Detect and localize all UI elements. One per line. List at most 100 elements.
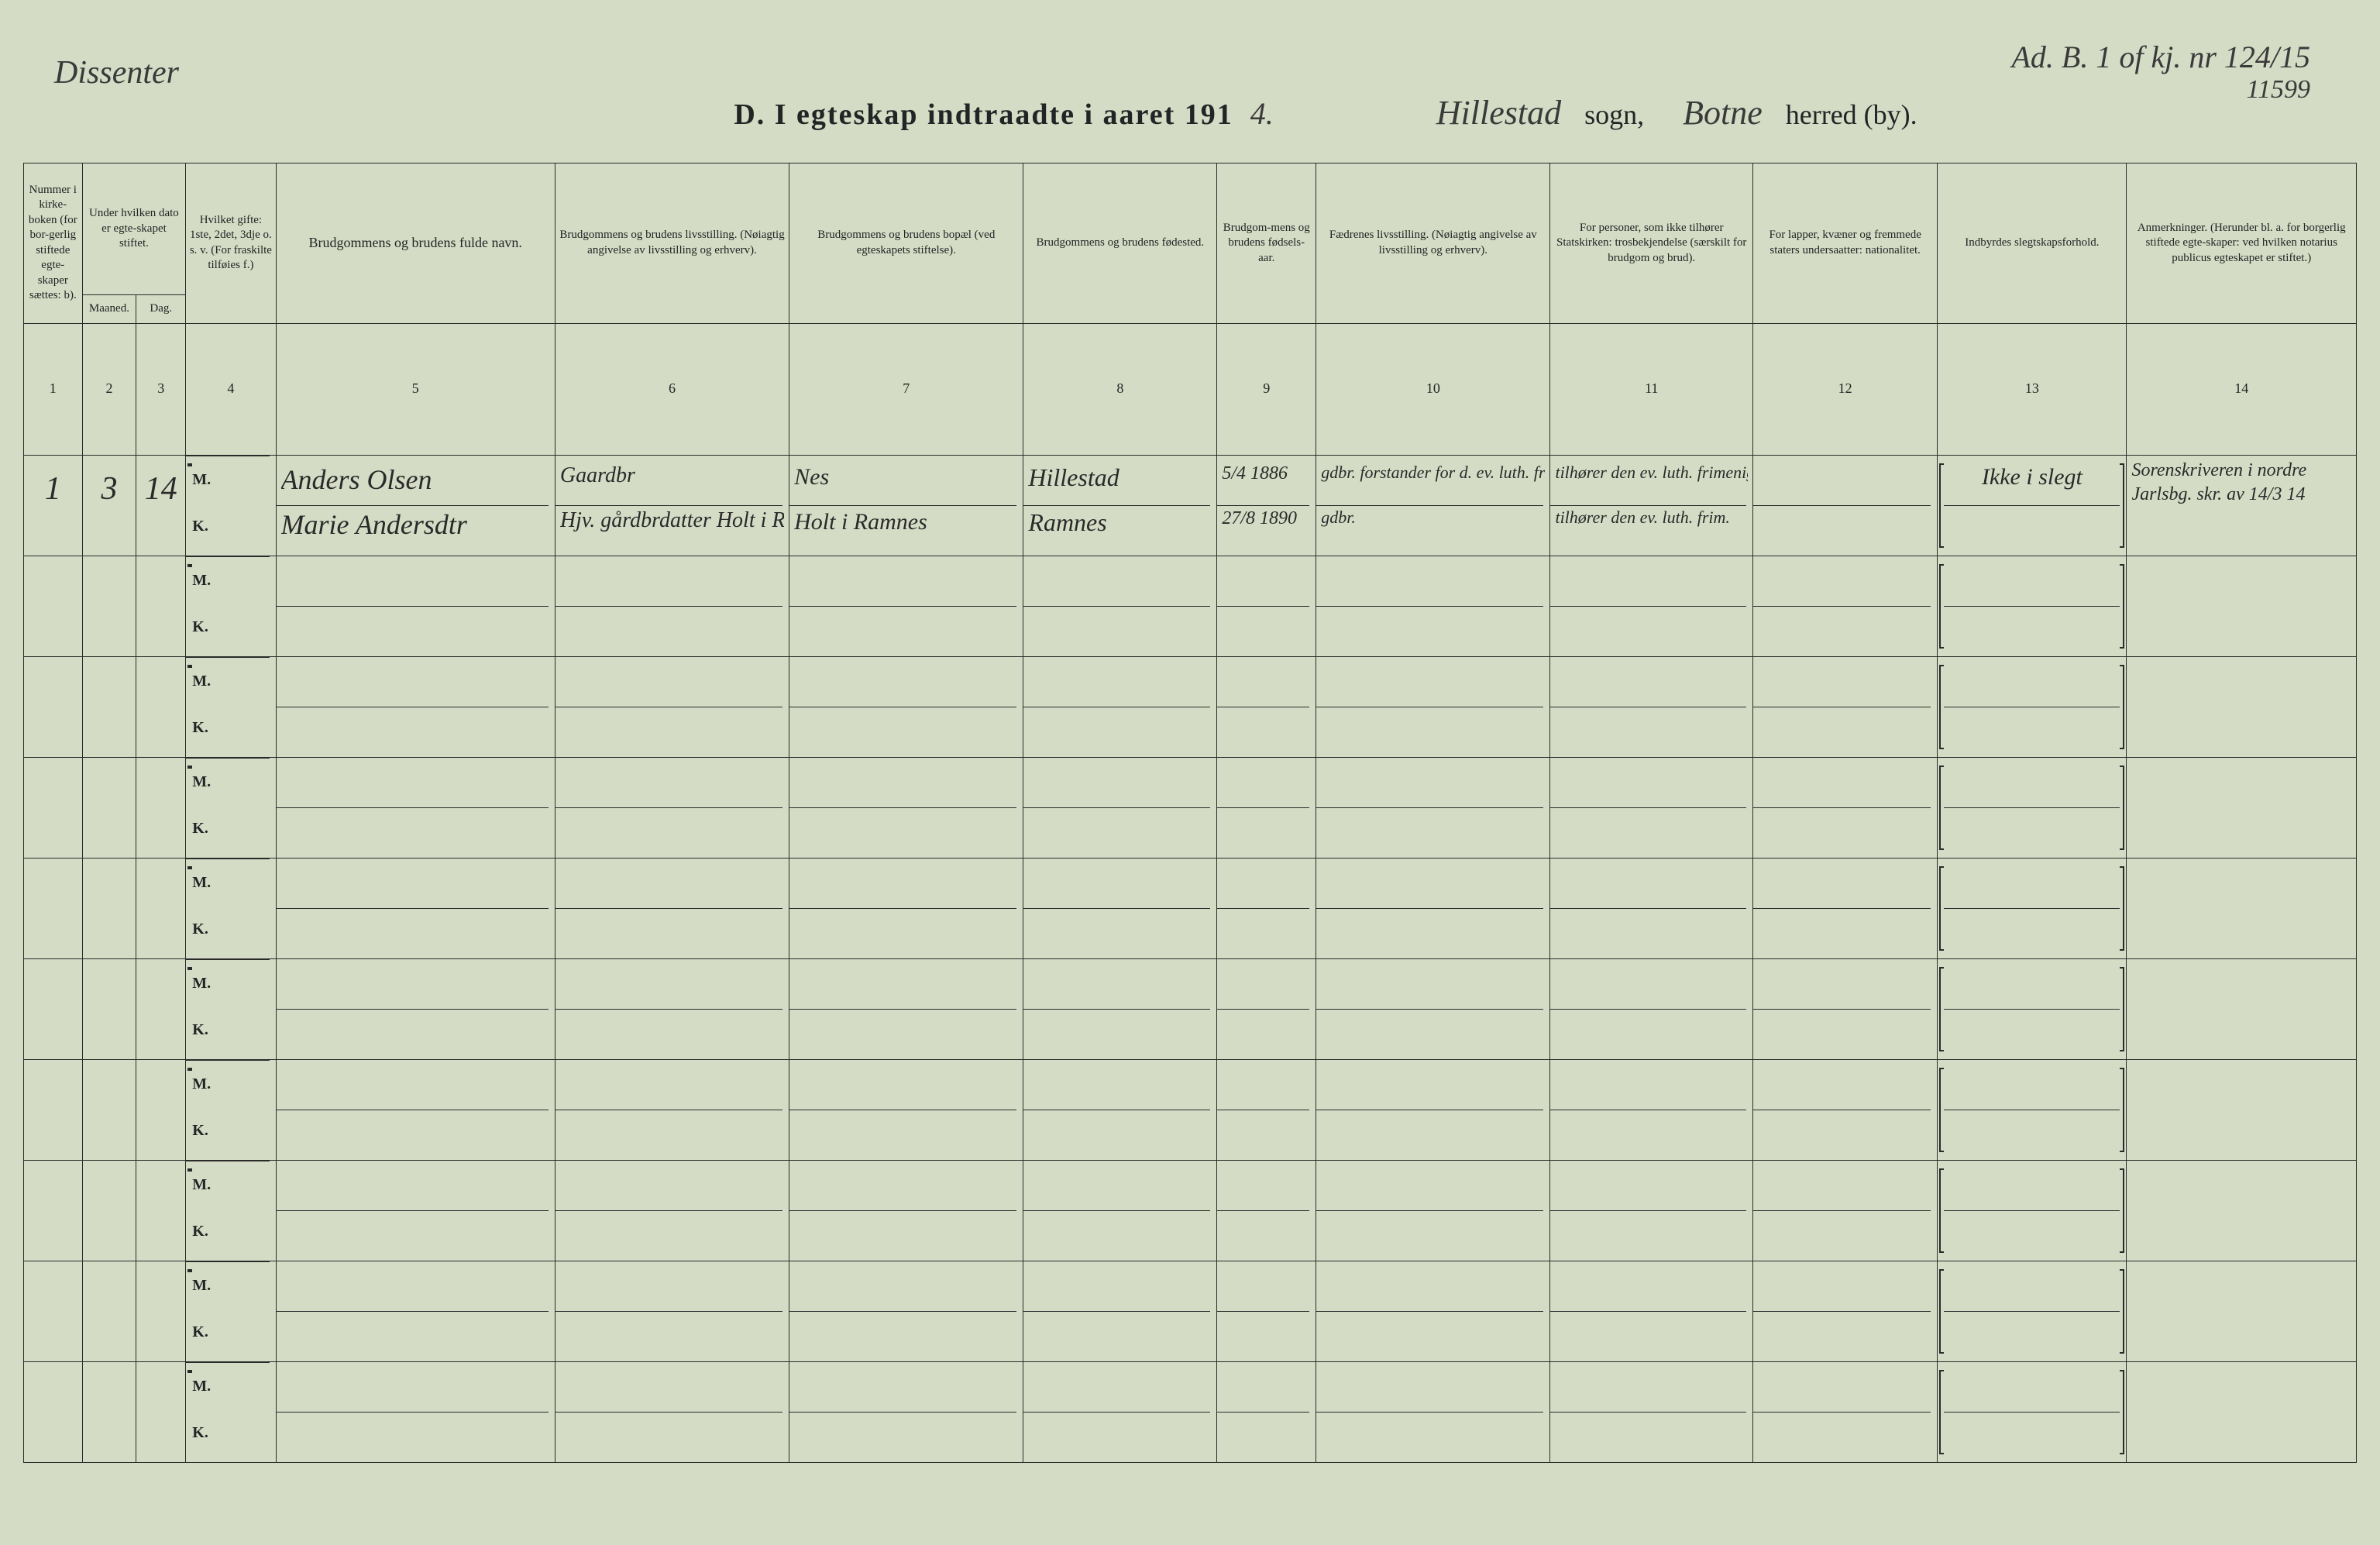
cell-num (24, 757, 83, 858)
cell-bopael-k: Holt i Ramnes (794, 507, 1018, 557)
cell-maaned (82, 1160, 136, 1261)
slegt-value (1942, 965, 2121, 1016)
col-header-2a: Maaned. (82, 295, 136, 324)
cell-dag (136, 1160, 186, 1261)
cell-foedested: Hillestad Ramnes (1023, 455, 1217, 556)
title-year: 4. (1250, 95, 1274, 132)
cell-tros-m (1555, 1066, 1748, 1117)
cell-foedested-k (1028, 1212, 1212, 1262)
col-header-7: Brudgommens og brudens bopæl (ved egtesk… (789, 163, 1023, 324)
cell-nat-k (1758, 1413, 1932, 1464)
col-header-6: Brudgommens og brudens livsstilling. (Nø… (555, 163, 789, 324)
label-m: M. (192, 671, 211, 691)
cell-tros-k: tilhører den ev. luth. frim. (1555, 507, 1748, 557)
cell-tros-k (1555, 809, 1748, 859)
anm-value (2131, 761, 2351, 811)
cell-faedre-k (1321, 910, 1545, 960)
cell-navn: Anders Olsen Marie Andersdtr (276, 455, 555, 556)
label-m: M. (192, 772, 211, 792)
col-num-12: 12 (1753, 323, 1938, 455)
table-row: M. K. (24, 656, 2357, 757)
slegt-value (1942, 563, 2121, 613)
cell-faedre-m (1321, 1066, 1545, 1117)
cell-navn-k (281, 1313, 550, 1363)
row-number: 1 (24, 468, 82, 511)
table-body: 1314 M. K. 1 1 Anders Olsen Marie Anders… (24, 455, 2357, 1462)
cell-aar-m (1222, 1368, 1311, 1419)
cell-aar (1217, 556, 1316, 656)
cell-foedested-m (1028, 1368, 1212, 1419)
cell-gifte: M. K. (186, 1160, 276, 1261)
cell-aar (1217, 958, 1316, 1059)
anm-value (2131, 559, 2351, 610)
cell-foedested-m (1028, 764, 1212, 814)
cell-foedested-k (1028, 1413, 1212, 1464)
cell-dag (136, 1059, 186, 1160)
cell-gifte: M. K. (186, 1059, 276, 1160)
cell-anm (2127, 958, 2357, 1059)
cell-nat-m (1758, 1368, 1932, 1419)
label-k: K. (192, 1221, 208, 1241)
slegt-value (1942, 1268, 2121, 1318)
top-right-line1: Ad. B. 1 of kj. nr 124/15 (2011, 39, 2310, 75)
col-num-14: 14 (2127, 323, 2357, 455)
cell-maaned (82, 1261, 136, 1361)
cell-foedested-k (1028, 708, 1212, 759)
cell-aar (1217, 757, 1316, 858)
slegt-value (1942, 865, 2121, 915)
cell-livs (555, 556, 789, 656)
label-k: K. (192, 1423, 208, 1443)
col-header-14: Anmerkninger. (Herunder bl. a. for borge… (2127, 163, 2357, 324)
cell-foedested-k (1028, 809, 1212, 859)
cell-tros (1550, 1059, 1753, 1160)
cell-bopael-m (794, 1368, 1018, 1419)
cell-foedested-m (1028, 1066, 1212, 1117)
cell-foedested-m (1028, 965, 1212, 1016)
cell-bopael-k (794, 910, 1018, 960)
cell-bopael-k (794, 1413, 1018, 1464)
title-herred-fill: Botne (1683, 93, 1763, 132)
cell-tros-k (1555, 1313, 1748, 1363)
cell-anm (2127, 1059, 2357, 1160)
col-num-3: 3 (136, 323, 186, 455)
cell-navn (276, 958, 555, 1059)
title-herred-label: herred (by). (1786, 98, 1917, 131)
cell-navn-m (281, 865, 550, 915)
cell-navn-k (281, 809, 550, 859)
cell-foedested-m (1028, 865, 1212, 915)
cell-faedre-m (1321, 1167, 1545, 1217)
cell-bopael-k (794, 1010, 1018, 1061)
cell-aar-k (1222, 1212, 1311, 1262)
cell-livs-k (560, 1413, 784, 1464)
cell-maaned (82, 858, 136, 958)
cell-faedre-k (1321, 1413, 1545, 1464)
cell-faedre-m (1321, 1268, 1545, 1318)
cell-num (24, 656, 83, 757)
cell-livs-k (560, 910, 784, 960)
cell-tros-m (1555, 1268, 1748, 1318)
cell-livs-k (560, 1111, 784, 1161)
col-header-9: Brudgom-mens og brudens fødsels-aar. (1217, 163, 1316, 324)
cell-num (24, 1059, 83, 1160)
cell-nat-m (1758, 563, 1932, 613)
cell-livs-m (560, 865, 784, 915)
cell-aar (1217, 1059, 1316, 1160)
cell-navn-m (281, 764, 550, 814)
cell-maaned (82, 958, 136, 1059)
ledger-table: Nummer i kirke-boken (for bor-gerlig sti… (23, 163, 2357, 1463)
cell-faedre (1316, 556, 1550, 656)
cell-nat-m (1758, 1066, 1932, 1117)
cell-num (24, 1160, 83, 1261)
cell-livs-m (560, 563, 784, 613)
cell-tros-k (1555, 910, 1748, 960)
cell-faedre (1316, 757, 1550, 858)
cell-livs (555, 1361, 789, 1462)
cell-slegt (1938, 656, 2127, 757)
cell-bopael-m (794, 1066, 1018, 1117)
cell-faedre-m (1321, 965, 1545, 1016)
cell-livs-k (560, 708, 784, 759)
cell-livs-m: Gaardbr (560, 462, 784, 512)
table-row: M. K. (24, 1160, 2357, 1261)
cell-foedested-m: Hillestad (1028, 462, 1212, 512)
cell-nat (1753, 1361, 1938, 1462)
